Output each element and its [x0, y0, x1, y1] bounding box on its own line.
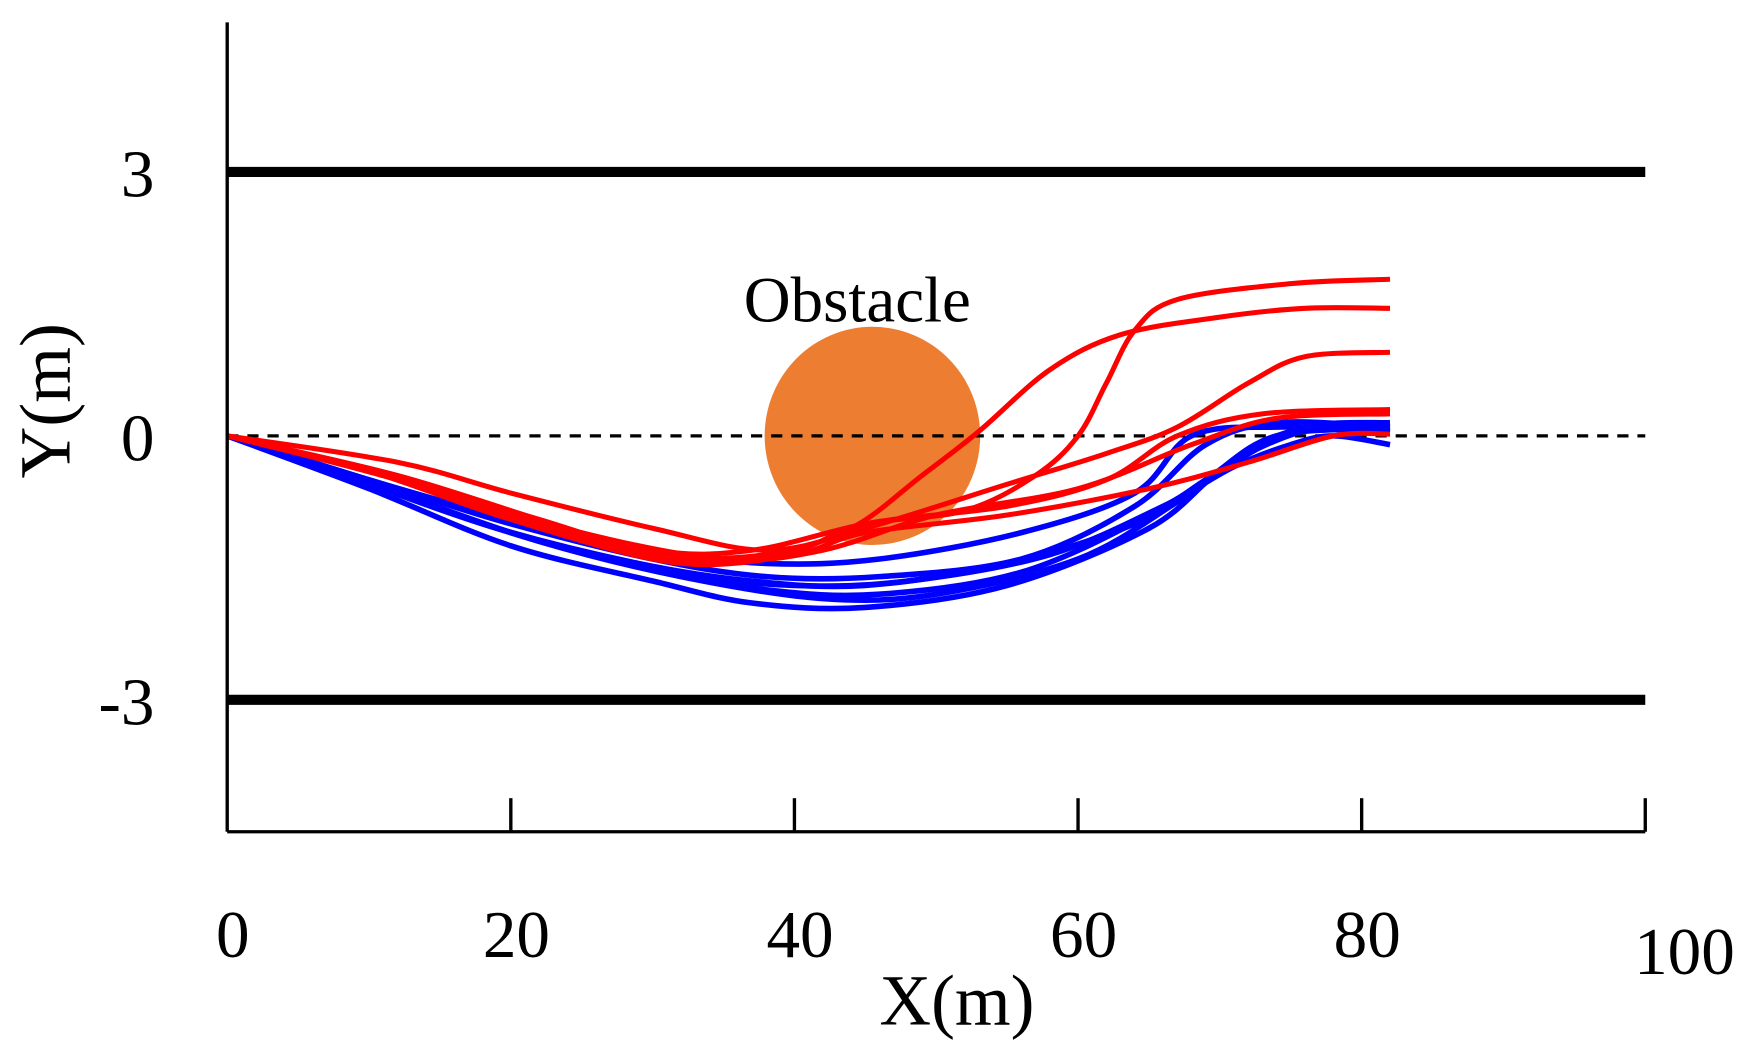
obstacle-label: Obstacle: [744, 264, 971, 336]
y-tick-label: 3: [121, 137, 155, 212]
x-tick-label: 0: [216, 897, 250, 972]
red-trajectory: [226, 411, 1391, 563]
red-trajectory: [226, 349, 1391, 553]
red-trajectory: [226, 430, 1391, 568]
y-axis-label: Y(m): [6, 323, 85, 478]
x-tick-label: 40: [766, 897, 833, 972]
y-tick-label: -3: [99, 664, 155, 739]
x-tick-label: 100: [1634, 914, 1735, 989]
y-tick-label: 0: [121, 400, 155, 475]
blue-trajectory: [226, 424, 1391, 567]
blue-trajectory: [226, 421, 1391, 604]
x-tick-label: 20: [483, 897, 550, 972]
x-tick-label: 80: [1334, 897, 1401, 972]
x-tick-label: 60: [1050, 897, 1117, 972]
x-axis-label: X(m): [879, 961, 1034, 1040]
